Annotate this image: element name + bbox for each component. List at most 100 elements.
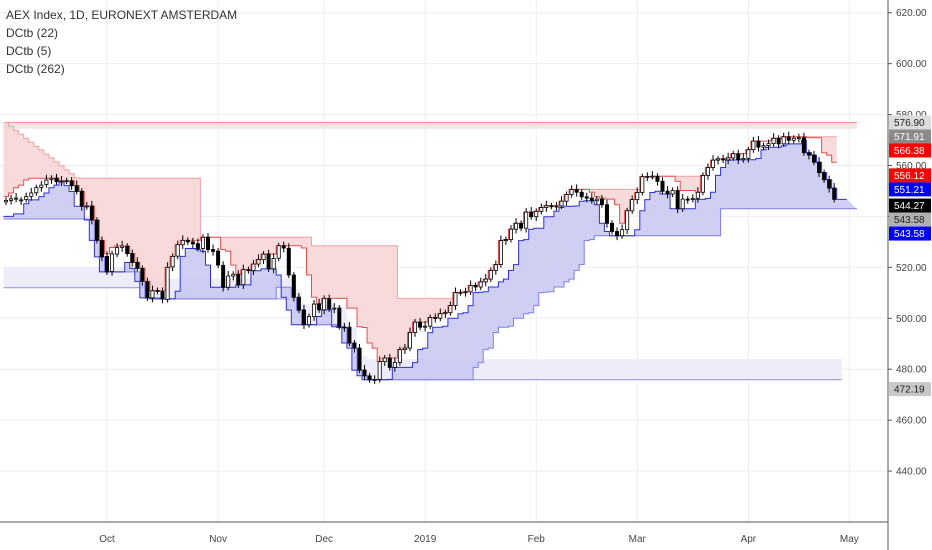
candle-body <box>9 198 14 201</box>
candle-body <box>458 291 463 294</box>
y-tick-label: 440.00 <box>896 467 927 478</box>
price-badge-label: 571.91 <box>894 132 925 143</box>
x-tick-label: Apr <box>741 534 757 545</box>
candle-body <box>226 275 231 288</box>
candle-body <box>564 194 569 202</box>
candle-body <box>347 326 352 344</box>
candle-body <box>635 192 640 201</box>
candle-body <box>705 167 710 176</box>
candle-body <box>655 175 660 182</box>
candle-body <box>397 349 402 363</box>
price-badge-bg <box>889 182 931 197</box>
candle-body <box>801 137 806 154</box>
candle-body <box>761 145 766 148</box>
candle-body <box>140 267 145 282</box>
candle-body <box>640 176 645 193</box>
candle-body <box>190 241 195 245</box>
x-tick-label: May <box>840 534 859 545</box>
candle-body <box>130 253 135 263</box>
candle-body <box>726 157 731 161</box>
candle-body <box>549 205 554 208</box>
candle-body <box>74 185 79 192</box>
candle-body <box>473 285 478 288</box>
price-badge-label: 543.58 <box>894 215 925 226</box>
candle-body <box>806 152 811 156</box>
candle-body <box>49 177 54 180</box>
candle-body <box>175 244 180 257</box>
price-badge: 544.27 <box>889 198 931 213</box>
candle-body <box>120 245 125 248</box>
dctb22-upper-band <box>3 122 837 362</box>
candle-body <box>610 222 615 232</box>
candle-body <box>246 269 251 272</box>
candle-body <box>150 290 155 299</box>
candle-body <box>620 229 625 237</box>
candle-body <box>650 175 655 178</box>
candle-body <box>665 190 670 195</box>
dctb262-upper-band <box>3 122 857 129</box>
chart-title: AEX Index, 1D, EURONEXT AMSTERDAM <box>6 8 238 22</box>
indicator-label[interactable]: DCtb (5) <box>6 44 52 58</box>
candle-body <box>544 205 549 208</box>
price-badge-bg <box>889 212 931 227</box>
indicator-label[interactable]: DCtb (22) <box>6 26 59 40</box>
y-tick-label: 620.00 <box>896 8 927 19</box>
candle-body <box>69 180 74 187</box>
price-badge-bg <box>889 129 931 144</box>
candle-body <box>387 357 392 368</box>
candle-body <box>488 270 493 280</box>
candle-body <box>180 239 185 246</box>
price-badge: 566.38 <box>889 143 931 158</box>
candle-body <box>524 211 529 229</box>
candle-body <box>827 179 832 189</box>
y-tick-label: 460.00 <box>896 416 927 427</box>
candle-body <box>675 190 680 210</box>
y-tick-label: 520.00 <box>896 263 927 274</box>
candle-body <box>418 321 423 328</box>
candle-body <box>812 154 817 163</box>
candle-body <box>19 199 24 202</box>
candle-body <box>251 263 256 272</box>
candle-body <box>721 158 726 161</box>
price-badge: 571.91 <box>889 129 931 144</box>
indicator-label[interactable]: DCtb (262) <box>6 62 65 76</box>
x-tick-label: Mar <box>629 534 647 545</box>
price-badge-bg <box>889 198 931 213</box>
candle-body <box>519 222 524 229</box>
candle-body <box>94 219 99 241</box>
candle-body <box>625 210 630 231</box>
candle-body <box>291 274 296 298</box>
candle-body <box>286 247 291 276</box>
price-badge-bg <box>889 382 931 397</box>
x-tick-label: Feb <box>528 534 546 545</box>
candle-body <box>645 176 650 178</box>
candle-body <box>630 199 635 212</box>
price-badge-label: 576.90 <box>894 118 925 129</box>
y-tick-label: 480.00 <box>896 365 927 376</box>
candle-body <box>372 379 377 381</box>
candle-body <box>559 200 564 207</box>
candle-body <box>367 375 372 381</box>
candle-body <box>615 231 620 237</box>
candle-body <box>64 180 69 183</box>
candle-body <box>791 137 796 141</box>
candle-body <box>271 258 276 270</box>
candle-body <box>731 153 736 159</box>
candle-body <box>256 259 261 265</box>
candle-body <box>352 342 357 349</box>
candle-body <box>508 228 513 241</box>
candle-body <box>534 210 539 218</box>
price-badge-bg <box>889 143 931 158</box>
candle-body <box>231 273 236 277</box>
candle-body <box>261 253 266 261</box>
candle-body <box>155 290 160 292</box>
candle-body <box>357 347 362 371</box>
candle-body <box>276 245 281 259</box>
candle-body <box>317 303 322 311</box>
candle-body <box>362 369 367 377</box>
candle-body <box>463 291 468 294</box>
price-badge-label: 556.12 <box>894 171 925 182</box>
candle-body <box>604 204 609 224</box>
candle-body <box>468 285 473 293</box>
